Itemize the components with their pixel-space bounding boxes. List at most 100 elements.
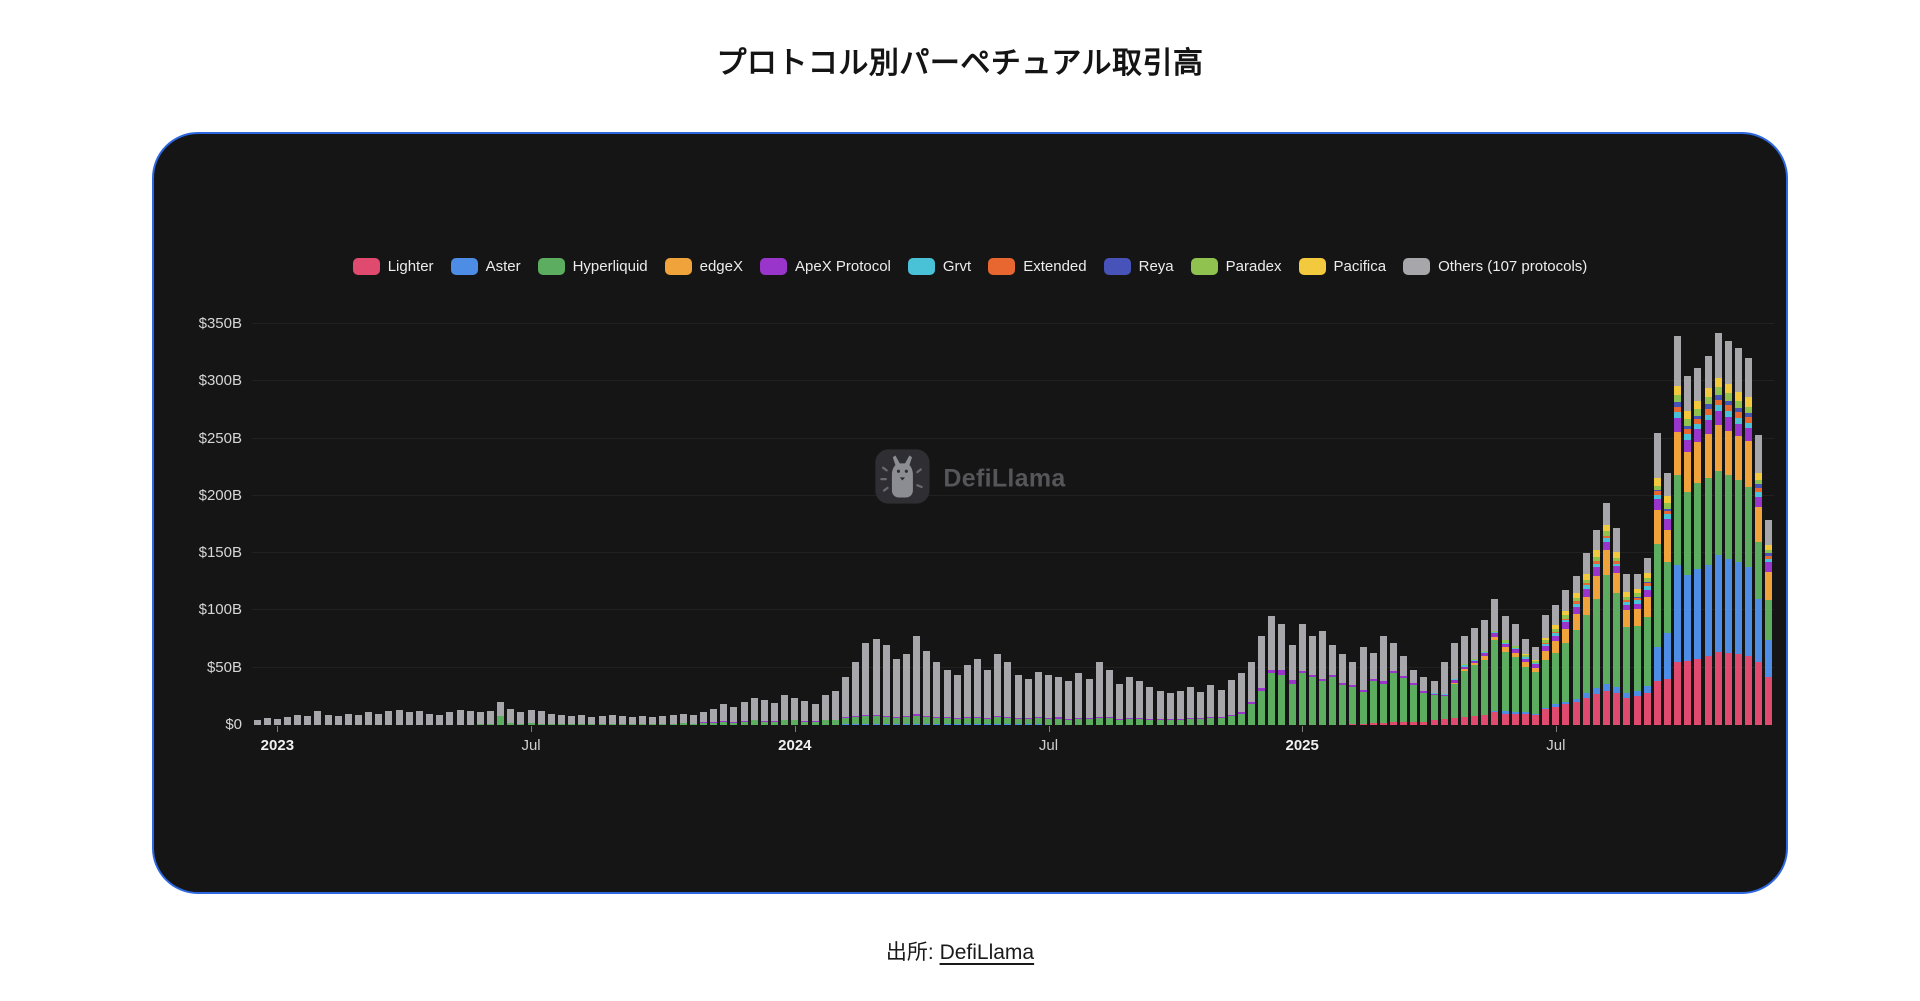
legend-item-extended[interactable]: Extended: [988, 258, 1087, 275]
bar[interactable]: [1734, 348, 1742, 725]
legend-item-hyperliquid[interactable]: Hyperliquid: [537, 258, 648, 275]
bar[interactable]: [791, 697, 799, 725]
bar[interactable]: [994, 654, 1002, 725]
bar[interactable]: [933, 662, 941, 725]
legend-item-others-107-protocols[interactable]: Others (107 protocols): [1403, 258, 1587, 275]
bar[interactable]: [1501, 616, 1509, 725]
bar[interactable]: [1704, 356, 1712, 725]
bar[interactable]: [608, 714, 616, 725]
bar[interactable]: [1308, 635, 1316, 725]
bar[interactable]: [902, 654, 910, 725]
bar[interactable]: [527, 710, 535, 725]
bar[interactable]: [842, 676, 850, 725]
bar[interactable]: [1298, 624, 1306, 725]
bar[interactable]: [1075, 673, 1083, 725]
bar[interactable]: [1146, 687, 1154, 725]
bar[interactable]: [720, 704, 728, 725]
bar[interactable]: [629, 717, 636, 725]
source-link[interactable]: DefiLlama: [939, 941, 1035, 964]
bar[interactable]: [1562, 589, 1570, 725]
bar[interactable]: [1237, 673, 1245, 725]
bar[interactable]: [923, 650, 931, 725]
bar[interactable]: [497, 702, 505, 725]
bar[interactable]: [649, 717, 657, 725]
bar[interactable]: [466, 711, 474, 725]
bar[interactable]: [284, 716, 291, 725]
bar[interactable]: [963, 665, 971, 725]
bar[interactable]: [801, 700, 809, 725]
bar[interactable]: [365, 712, 373, 725]
bar[interactable]: [1014, 674, 1022, 725]
bar[interactable]: [1247, 662, 1255, 725]
bar[interactable]: [375, 713, 383, 725]
bar[interactable]: [1055, 676, 1063, 725]
bar[interactable]: [395, 710, 403, 725]
legend-item-grvt[interactable]: Grvt: [907, 258, 971, 275]
bar[interactable]: [1572, 576, 1580, 725]
bar[interactable]: [1684, 375, 1692, 725]
bar[interactable]: [831, 690, 839, 725]
legend-item-lighter[interactable]: Lighter: [352, 258, 434, 275]
bar[interactable]: [913, 635, 921, 725]
bar[interactable]: [1288, 644, 1296, 725]
bar[interactable]: [517, 712, 525, 725]
bar[interactable]: [1400, 656, 1408, 725]
bar[interactable]: [811, 704, 819, 725]
bar[interactable]: [476, 712, 484, 725]
bar[interactable]: [1461, 635, 1469, 725]
bar[interactable]: [344, 713, 352, 725]
bar[interactable]: [436, 714, 444, 725]
bar[interactable]: [426, 713, 434, 725]
bar[interactable]: [1633, 573, 1641, 725]
bar[interactable]: [1755, 435, 1763, 725]
bar[interactable]: [1095, 662, 1103, 725]
bar[interactable]: [415, 711, 423, 725]
bar[interactable]: [750, 697, 758, 725]
bar[interactable]: [1339, 653, 1347, 725]
bar[interactable]: [1136, 681, 1144, 725]
bar[interactable]: [588, 717, 596, 725]
legend-item-pacifica[interactable]: Pacifica: [1298, 258, 1386, 275]
bar[interactable]: [639, 715, 647, 725]
bar[interactable]: [1258, 635, 1266, 725]
bar[interactable]: [984, 670, 992, 725]
bar[interactable]: [1521, 639, 1529, 725]
bar[interactable]: [1643, 557, 1651, 725]
bar[interactable]: [1268, 616, 1276, 725]
bar[interactable]: [1318, 631, 1326, 725]
bar[interactable]: [1359, 647, 1367, 725]
bar[interactable]: [1582, 553, 1590, 725]
bar[interactable]: [507, 708, 515, 725]
bar[interactable]: [1592, 530, 1600, 725]
bar[interactable]: [253, 720, 261, 725]
bar[interactable]: [1440, 662, 1448, 725]
bar[interactable]: [1552, 604, 1560, 725]
bar[interactable]: [781, 695, 789, 725]
bar[interactable]: [1694, 367, 1702, 725]
bar[interactable]: [882, 644, 890, 725]
bar[interactable]: [689, 714, 697, 725]
bar[interactable]: [1227, 680, 1235, 725]
bar[interactable]: [537, 711, 545, 725]
bar[interactable]: [598, 715, 606, 725]
bar[interactable]: [710, 708, 718, 725]
bar[interactable]: [486, 711, 494, 725]
bar[interactable]: [1481, 619, 1489, 725]
bar[interactable]: [1653, 432, 1661, 725]
bar[interactable]: [730, 706, 738, 725]
bar[interactable]: [385, 711, 393, 725]
bar[interactable]: [669, 714, 677, 725]
bar[interactable]: [872, 639, 880, 725]
legend-item-paradex[interactable]: Paradex: [1190, 258, 1282, 275]
bar[interactable]: [1430, 681, 1438, 725]
bar[interactable]: [1217, 689, 1225, 725]
bar[interactable]: [568, 715, 576, 725]
bar[interactable]: [1065, 681, 1073, 725]
bar[interactable]: [1085, 679, 1093, 725]
legend-item-aster[interactable]: Aster: [450, 258, 521, 275]
bar[interactable]: [273, 719, 281, 725]
bar[interactable]: [740, 702, 748, 725]
bar[interactable]: [862, 642, 870, 725]
bar[interactable]: [1420, 676, 1428, 725]
bar[interactable]: [1623, 573, 1631, 725]
